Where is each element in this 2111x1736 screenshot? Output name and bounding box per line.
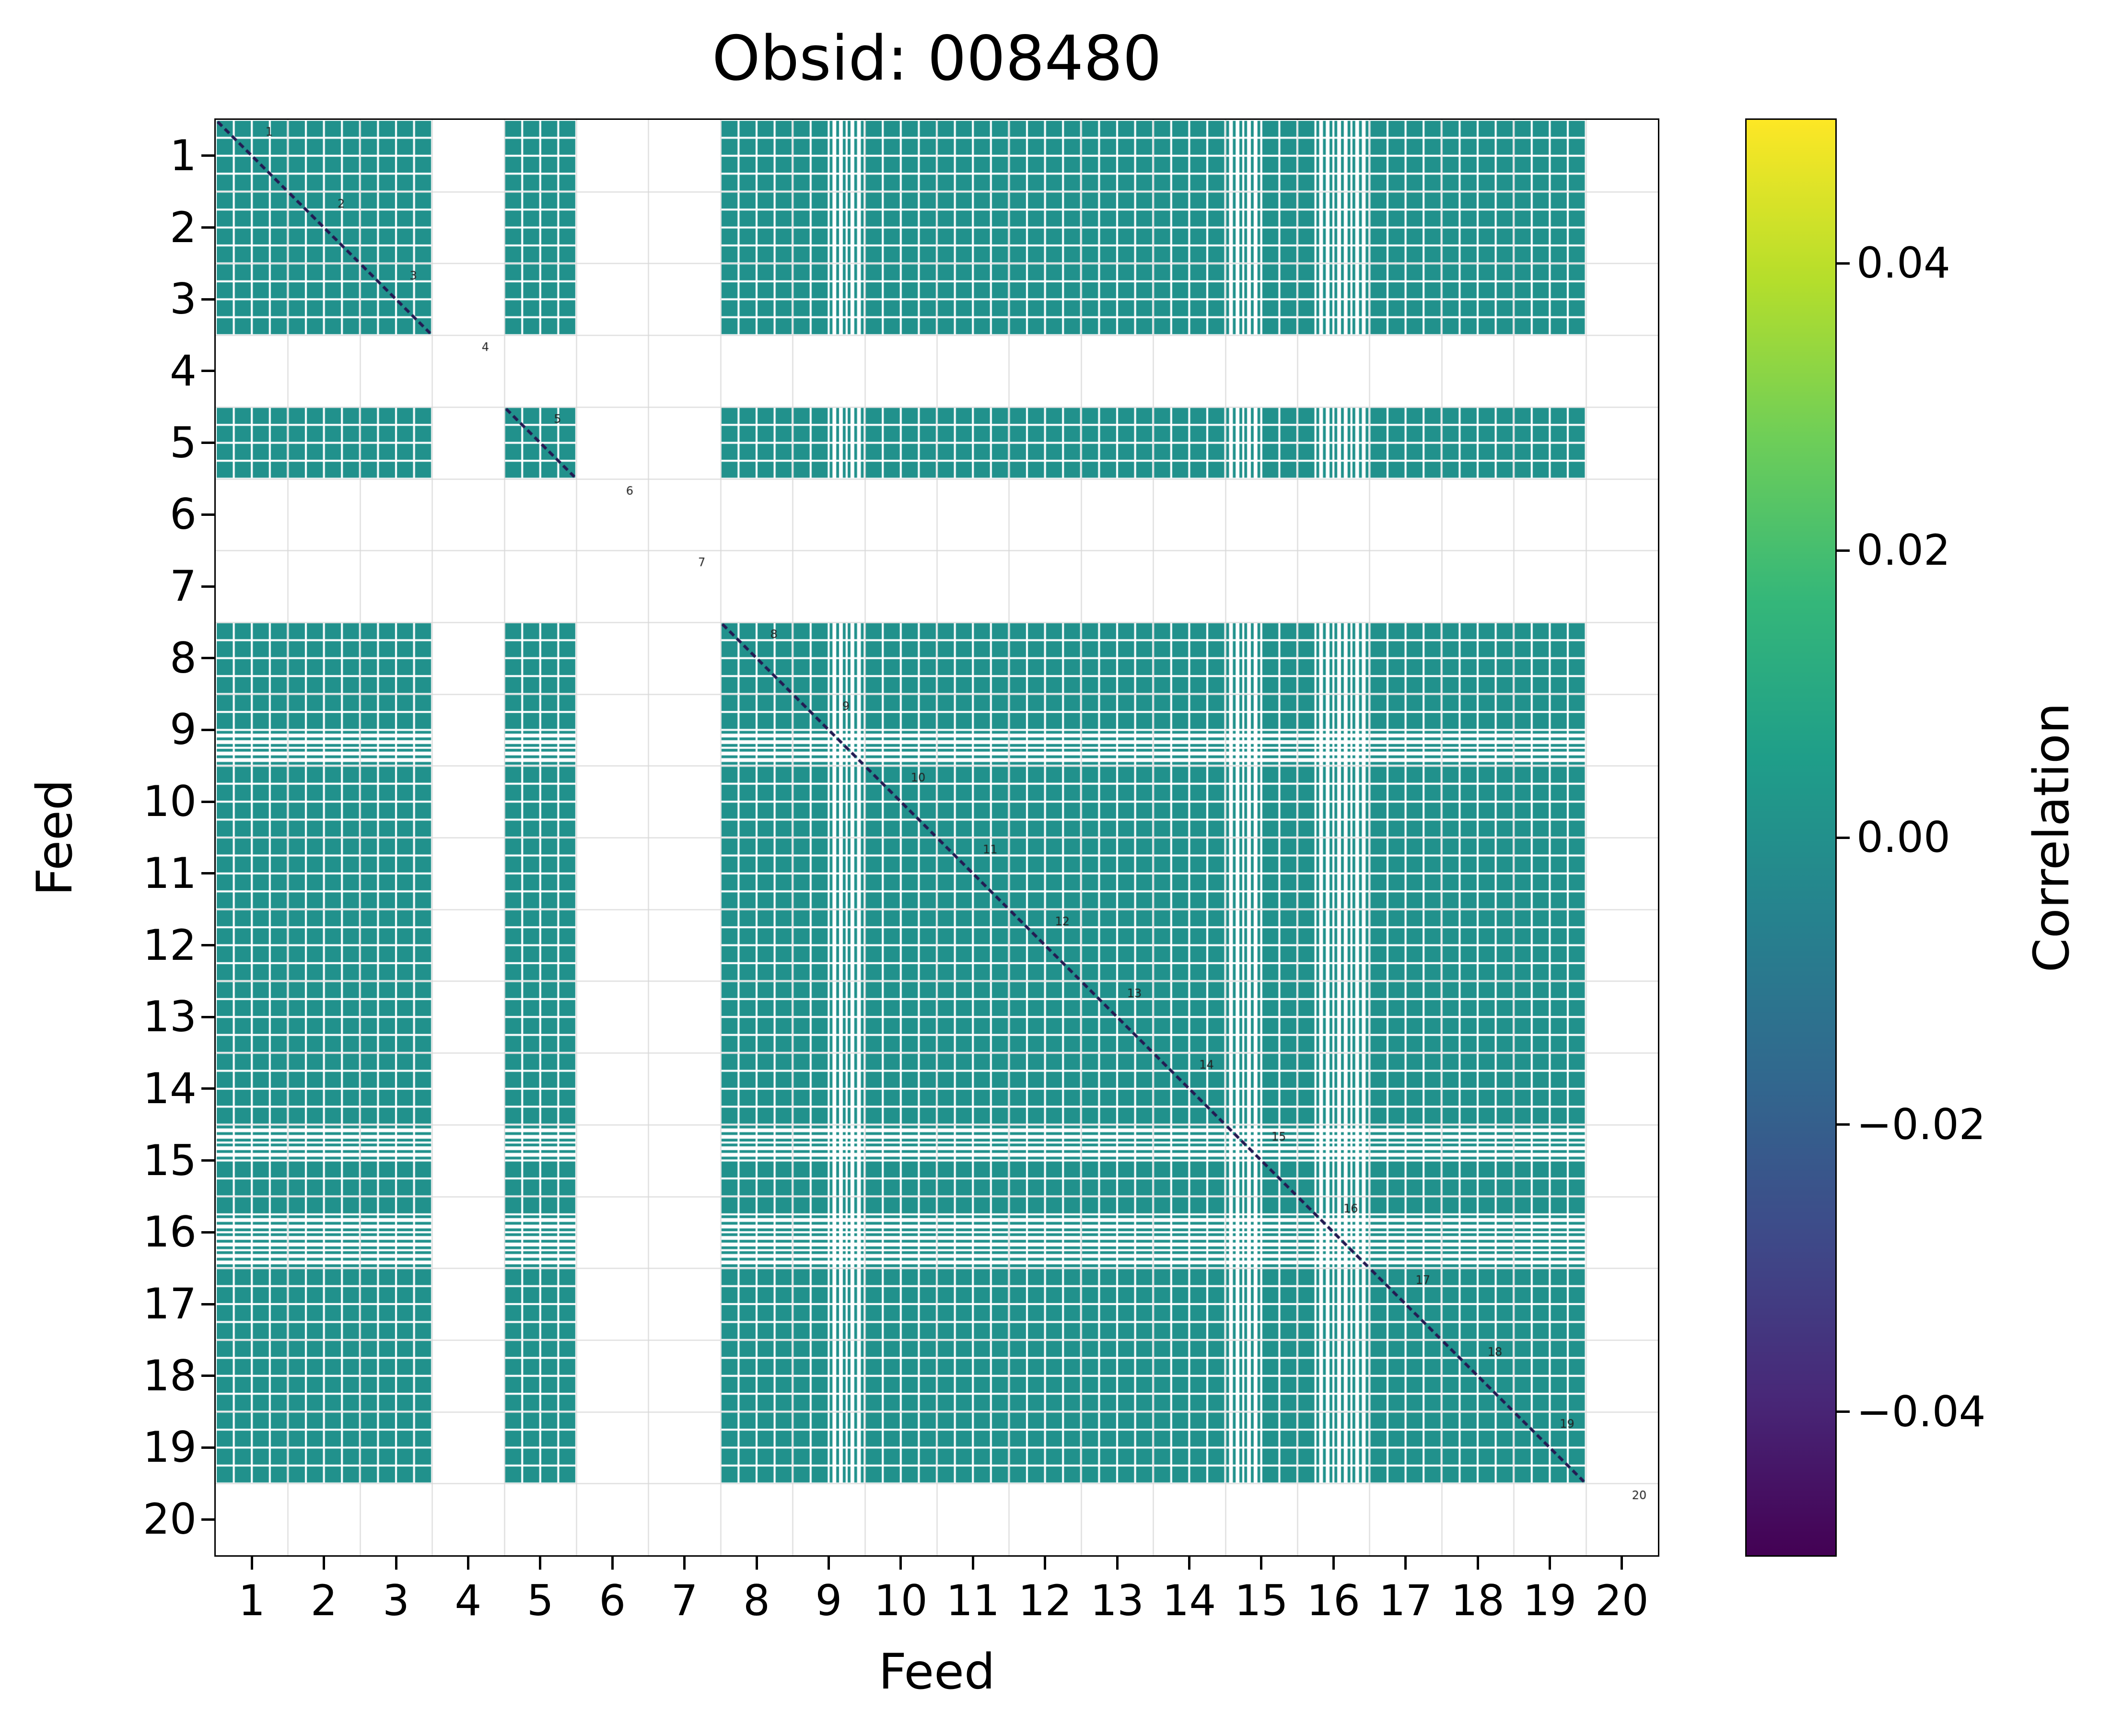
y-tick-label: 17 xyxy=(143,1279,197,1329)
colorbar-tick-mark xyxy=(1837,262,1850,265)
y-tick-mark xyxy=(201,1375,214,1377)
x-tick-mark xyxy=(1548,1557,1551,1570)
x-tick-label: 6 xyxy=(599,1576,626,1625)
x-tick-mark xyxy=(1116,1557,1119,1570)
x-tick-mark xyxy=(539,1557,542,1570)
y-tick-mark xyxy=(201,1231,214,1234)
y-tick-mark xyxy=(201,370,214,373)
colorbar-gradient xyxy=(1747,120,1835,1555)
y-tick-mark xyxy=(201,1159,214,1162)
y-tick-mark xyxy=(201,1087,214,1090)
x-tick-mark xyxy=(467,1557,469,1570)
y-tick-mark xyxy=(201,1015,214,1018)
x-tick-label: 3 xyxy=(383,1576,409,1625)
y-tick-mark xyxy=(201,298,214,301)
colorbar-tick-mark xyxy=(1837,1123,1850,1126)
y-tick-mark xyxy=(201,657,214,660)
x-tick-mark xyxy=(1188,1557,1190,1570)
colorbar-tick-mark xyxy=(1837,836,1850,839)
y-tick-mark xyxy=(201,1303,214,1305)
x-tick-label: 9 xyxy=(815,1576,842,1625)
y-tick-label: 5 xyxy=(170,418,197,467)
x-tick-mark xyxy=(683,1557,686,1570)
x-tick-mark xyxy=(827,1557,830,1570)
x-axis-label: Feed xyxy=(878,1643,995,1701)
x-tick-mark xyxy=(899,1557,902,1570)
y-tick-label: 14 xyxy=(143,1063,197,1113)
x-tick-mark xyxy=(250,1557,253,1570)
y-tick-mark xyxy=(201,944,214,947)
x-tick-label: 8 xyxy=(743,1576,770,1625)
y-tick-label: 12 xyxy=(143,920,197,970)
x-tick-mark xyxy=(971,1557,974,1570)
y-tick-label: 1 xyxy=(170,130,197,180)
x-tick-label: 5 xyxy=(526,1576,554,1625)
colorbar-tick-label: −0.04 xyxy=(1856,1386,1986,1436)
x-tick-label: 16 xyxy=(1306,1576,1361,1625)
y-tick-label: 3 xyxy=(170,274,197,324)
y-tick-label: 4 xyxy=(170,346,197,396)
x-tick-mark xyxy=(1621,1557,1623,1570)
colorbar-tick-label: −0.02 xyxy=(1856,1099,1986,1149)
x-tick-label: 18 xyxy=(1451,1576,1505,1625)
y-tick-mark xyxy=(201,728,214,731)
heatmap-plot xyxy=(216,120,1658,1555)
x-tick-mark xyxy=(1476,1557,1479,1570)
y-tick-label: 15 xyxy=(143,1135,197,1185)
heatmap-canvas xyxy=(216,120,1658,1555)
chart-title: Obsid: 008480 xyxy=(712,23,1162,94)
x-tick-mark xyxy=(395,1557,397,1570)
x-tick-mark xyxy=(1260,1557,1263,1570)
colorbar-tick-label: 0.00 xyxy=(1856,813,1950,862)
y-axis-label: Feed xyxy=(26,779,83,896)
x-tick-mark xyxy=(755,1557,758,1570)
y-tick-mark xyxy=(201,585,214,588)
colorbar-tick-label: 0.02 xyxy=(1856,525,1950,575)
x-tick-mark xyxy=(1404,1557,1407,1570)
y-tick-mark xyxy=(201,226,214,229)
y-tick-label: 11 xyxy=(143,848,197,898)
x-tick-mark xyxy=(611,1557,614,1570)
x-tick-label: 7 xyxy=(671,1576,698,1625)
x-tick-label: 14 xyxy=(1162,1576,1216,1625)
x-tick-label: 2 xyxy=(310,1576,338,1625)
x-tick-label: 13 xyxy=(1090,1576,1144,1625)
y-tick-label: 16 xyxy=(143,1207,197,1257)
x-tick-mark xyxy=(323,1557,326,1570)
x-tick-label: 11 xyxy=(946,1576,1000,1625)
x-tick-mark xyxy=(1332,1557,1335,1570)
x-tick-label: 10 xyxy=(874,1576,928,1625)
x-tick-label: 12 xyxy=(1018,1576,1072,1625)
colorbar-tick-label: 0.04 xyxy=(1856,238,1950,288)
y-tick-label: 7 xyxy=(170,561,197,611)
y-tick-label: 2 xyxy=(170,202,197,252)
x-tick-label: 15 xyxy=(1234,1576,1288,1625)
y-tick-label: 13 xyxy=(143,992,197,1042)
y-tick-label: 18 xyxy=(143,1351,197,1400)
colorbar-tick-mark xyxy=(1837,1410,1850,1413)
y-tick-mark xyxy=(201,800,214,803)
y-tick-label: 9 xyxy=(170,705,197,755)
x-tick-label: 4 xyxy=(455,1576,482,1625)
y-tick-mark xyxy=(201,1518,214,1521)
x-tick-label: 17 xyxy=(1378,1576,1433,1625)
x-tick-label: 19 xyxy=(1523,1576,1577,1625)
y-tick-mark xyxy=(201,872,214,875)
y-tick-label: 6 xyxy=(170,489,197,539)
y-tick-mark xyxy=(201,1446,214,1449)
y-tick-label: 10 xyxy=(143,777,197,827)
x-tick-label: 20 xyxy=(1595,1576,1649,1625)
x-tick-label: 1 xyxy=(238,1576,266,1625)
y-tick-mark xyxy=(201,442,214,444)
y-tick-label: 8 xyxy=(170,633,197,683)
y-tick-mark xyxy=(201,513,214,516)
y-tick-label: 20 xyxy=(143,1494,197,1544)
y-tick-label: 19 xyxy=(143,1422,197,1472)
colorbar-tick-mark xyxy=(1837,549,1850,552)
y-tick-mark xyxy=(201,154,214,157)
x-tick-mark xyxy=(1044,1557,1047,1570)
